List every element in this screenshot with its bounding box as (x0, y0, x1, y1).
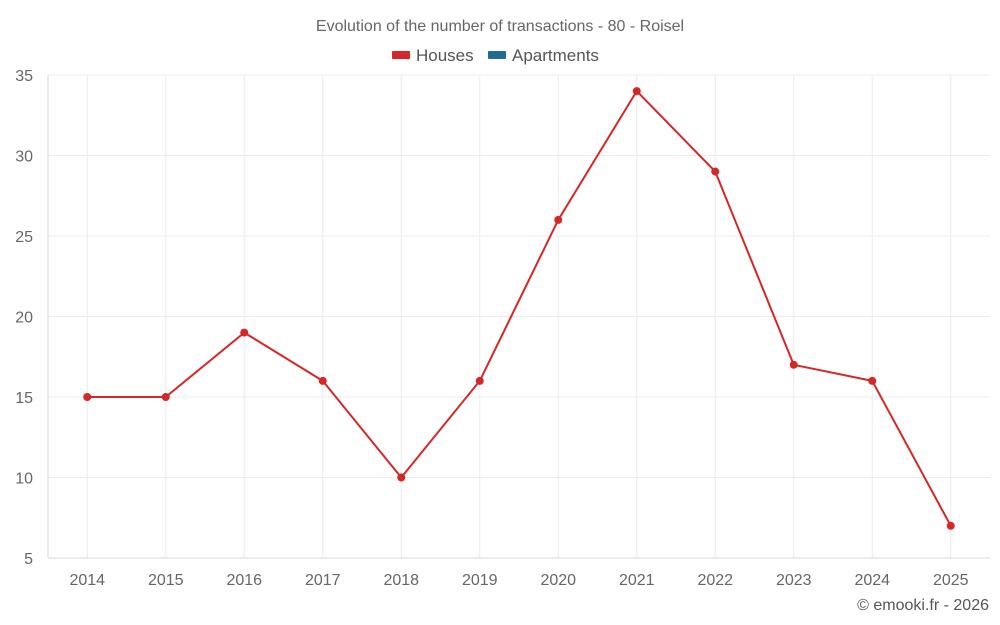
x-tick-label: 2020 (540, 572, 576, 589)
data-point-houses-2019[interactable] (475, 376, 484, 385)
data-point-houses-2023[interactable] (789, 360, 798, 369)
legend-swatch-apartments (488, 51, 506, 59)
data-point-houses-2022[interactable] (711, 167, 720, 176)
grid-horizontal (48, 74, 990, 478)
data-point-houses-2017[interactable] (318, 376, 327, 385)
x-tick-label: 2025 (933, 572, 969, 589)
x-tick-label: 2018 (383, 572, 419, 589)
legend-label-houses: Houses (416, 46, 474, 65)
x-tick-label: 2024 (854, 572, 890, 589)
y-tick-label: 20 (15, 310, 33, 327)
x-tick-label: 2021 (619, 572, 655, 589)
data-point-houses-2025[interactable] (946, 521, 955, 530)
legend: Houses Apartments (392, 46, 599, 65)
legend-label-apartments: Apartments (512, 46, 599, 65)
series-line-houses (87, 90, 952, 527)
x-tick-label: 2022 (697, 572, 733, 589)
data-point-houses-2015[interactable] (161, 393, 170, 401)
x-tick-label: 2015 (148, 572, 184, 589)
data-point-houses-2020[interactable] (554, 215, 563, 224)
x-tick-label: 2019 (462, 572, 498, 589)
x-tick-label: 2016 (226, 572, 262, 589)
y-tick-label: 35 (15, 68, 33, 85)
data-point-houses-2018[interactable] (397, 473, 406, 482)
chart-title: Evolution of the number of transactions … (316, 18, 684, 35)
legend-item-houses[interactable]: Houses (392, 46, 474, 65)
y-tick-label: 15 (15, 390, 33, 407)
data-point-houses-2024[interactable] (868, 376, 877, 385)
credit-text: © emooki.fr - 2026 (857, 597, 989, 614)
x-tick-label: 2017 (305, 572, 341, 589)
y-tick-label: 25 (15, 229, 33, 246)
y-tick-label: 30 (15, 149, 33, 166)
y-tick-label: 10 (15, 471, 33, 488)
x-tick-label: 2023 (776, 572, 812, 589)
data-point-houses-2016[interactable] (240, 328, 249, 337)
legend-item-apartments[interactable]: Apartments (488, 46, 599, 65)
x-tick-labels: 2014 2015 2016 2017 2018 2019 2020 2021 2022 2023… (69, 572, 968, 589)
data-point-houses-2021[interactable] (632, 87, 641, 96)
y-tick-label: 5 (24, 551, 33, 568)
data-point-houses-2014[interactable] (83, 393, 92, 401)
y-tick-labels: 5 10 15 20 25 30 35 (15, 68, 33, 568)
legend-swatch-houses (392, 51, 410, 59)
x-tick-label: 2014 (69, 572, 105, 589)
series-layer (83, 87, 955, 530)
